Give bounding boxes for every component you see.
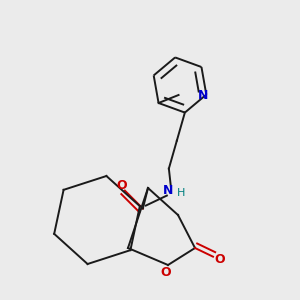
Text: N: N [163,184,173,197]
Text: O: O [214,253,225,266]
Text: O: O [116,179,127,192]
Text: O: O [161,266,171,278]
Text: H: H [177,188,185,198]
Text: N: N [198,89,208,102]
